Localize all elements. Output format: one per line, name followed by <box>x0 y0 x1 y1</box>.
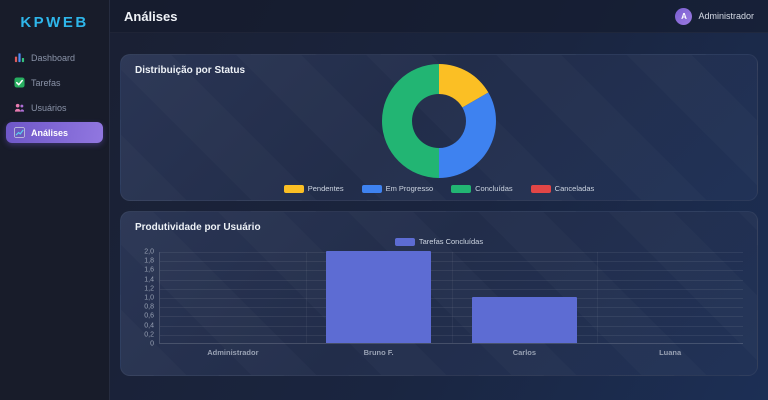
y-tick-label: 0,8 <box>144 303 154 311</box>
x-tick-label: Carlos <box>512 348 537 357</box>
user-name: Administrador <box>698 11 754 21</box>
donut-slice-pendentes <box>439 64 489 108</box>
gridline <box>597 252 599 343</box>
legend-item[interactable]: Tarefas Concluídas <box>394 237 484 246</box>
y-tick-label: 0 <box>150 340 154 348</box>
sidebar-menu: Dashboard Tarefas Usuários Análises <box>0 47 109 143</box>
bar-carlos <box>471 297 577 343</box>
legend-swatch <box>530 184 551 193</box>
legend-swatch <box>451 184 472 193</box>
bar-legend: Tarefas Concluídas <box>135 237 743 246</box>
y-tick-label: 0,2 <box>144 331 154 339</box>
y-tick-label: 1,8 <box>144 257 154 265</box>
gridline <box>160 279 743 281</box>
legend-label: Pendentes <box>307 184 344 193</box>
y-tick-label: 1,4 <box>144 276 154 284</box>
sidebar-item-tarefas[interactable]: Tarefas <box>6 72 103 93</box>
main-area: Análises A Administrador Distribuição po… <box>110 0 768 400</box>
gridline <box>160 270 743 272</box>
x-tick-label: Luana <box>659 348 682 357</box>
user-menu[interactable]: A Administrador <box>675 7 754 25</box>
status-card-title: Distribuição por Status <box>135 65 246 76</box>
gridline <box>160 316 743 318</box>
productivity-card: Produtividade por Usuário Tarefas Conclu… <box>120 211 758 376</box>
legend-item[interactable]: Concluídas <box>451 184 513 193</box>
app-logo: KPWEB <box>20 14 89 31</box>
y-axis: 2,0 1,8 1,6 1,4 1,2 1,0 0,8 0,6 0,4 0,2 0 <box>135 248 159 348</box>
gridline <box>160 325 743 327</box>
avatar[interactable]: A <box>675 7 693 25</box>
legend-swatch <box>283 184 304 193</box>
tasks-icon <box>14 77 25 88</box>
legend-label: Canceladas <box>554 184 595 193</box>
legend-label: Tarefas Concluídas <box>418 237 484 246</box>
gridline <box>160 298 743 299</box>
status-distribution-card: Distribuição por Status Pendentes Em Prog… <box>120 54 758 201</box>
sidebar-item-label: Dashboard <box>31 52 76 63</box>
gridline <box>160 334 743 336</box>
productivity-card-title: Produtividade por Usuário <box>135 222 261 233</box>
status-legend: Pendentes Em Progresso Concluídas Cancelada… <box>121 184 757 193</box>
sidebar-item-analises[interactable]: Análises <box>6 122 103 143</box>
analytics-icon <box>14 127 25 138</box>
y-tick-label: 1,0 <box>144 294 154 302</box>
legend-swatch <box>394 237 415 246</box>
legend-item[interactable]: Canceladas <box>530 184 595 193</box>
y-tick-label: 1,2 <box>144 285 154 293</box>
legend-label: Concluídas <box>475 184 513 193</box>
gridline <box>305 252 307 343</box>
gridline <box>160 252 743 253</box>
donut-chart <box>121 63 757 179</box>
gridline <box>160 288 743 290</box>
legend-item[interactable]: Pendentes <box>283 184 344 193</box>
sidebar: KPWEB Dashboard Tarefas Usuários Análises <box>0 0 110 400</box>
header: Análises A Administrador <box>110 0 768 33</box>
gridline <box>160 261 743 263</box>
y-tick-label: 2,0 <box>144 248 154 256</box>
y-tick-label: 0,6 <box>144 312 154 320</box>
bar-plot <box>159 251 743 344</box>
y-tick-label: 0,4 <box>144 322 154 330</box>
content: Distribuição por Status Pendentes Em Prog… <box>110 33 768 400</box>
users-icon <box>14 102 25 113</box>
gridline <box>451 252 453 343</box>
gridline <box>160 307 743 309</box>
sidebar-item-label: Usuários <box>31 102 67 113</box>
legend-item[interactable]: Em Progresso <box>361 184 434 193</box>
page-title: Análises <box>124 8 178 24</box>
bar-chart: 2,0 1,8 1,6 1,4 1,2 1,0 0,8 0,6 0,4 0,2 0 <box>135 248 743 348</box>
x-axis: Administrador Bruno F. Carlos Luana <box>160 344 743 357</box>
bar-brunof <box>326 251 432 343</box>
x-tick-label: Bruno F. <box>363 348 394 357</box>
y-tick-label: 1,6 <box>144 266 154 274</box>
sidebar-item-usuarios[interactable]: Usuários <box>6 97 103 118</box>
dashboard-icon <box>14 52 25 63</box>
sidebar-item-label: Análises <box>31 127 69 138</box>
x-tick-label: Administrador <box>207 348 259 357</box>
donut-slice-emprogresso <box>439 92 496 178</box>
donut-slice-concluidas <box>382 64 439 178</box>
sidebar-item-dashboard[interactable]: Dashboard <box>6 47 103 68</box>
legend-label: Em Progresso <box>385 184 434 193</box>
sidebar-item-label: Tarefas <box>31 77 61 88</box>
legend-swatch <box>361 184 382 193</box>
